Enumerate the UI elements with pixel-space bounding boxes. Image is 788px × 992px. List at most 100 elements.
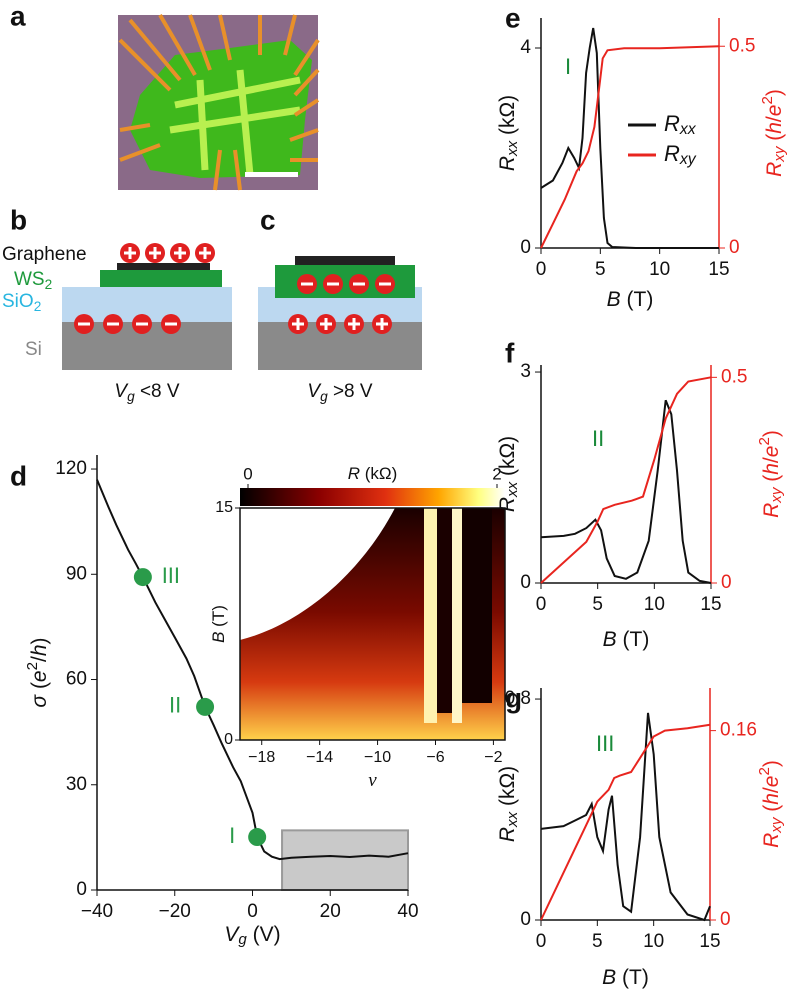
y-tick-label: 0 [520,237,531,258]
label-part: h [760,463,783,475]
x-tick-label: 40 [397,901,418,922]
label-part: e [760,776,783,788]
label-part: ) [760,760,783,767]
micrograph [118,13,320,191]
x-axis-label: Vg (V) [224,923,280,948]
x-tick-label: −6 [426,749,444,766]
marker [133,568,152,587]
y2-tick-label: 0.16 [720,720,757,741]
y-axis-label: Rxx (kΩ) [496,766,521,842]
y-tick-label: 15 [215,499,233,516]
x-tick-label: −40 [81,901,113,922]
y-tick-label: 30 [66,774,87,795]
label-part: h [760,793,783,805]
y-tick-label: 0 [520,909,531,930]
layer-label: Si [25,339,42,360]
data-line [540,399,712,584]
label-part: (T) [616,966,649,989]
x-axis-label: B (T) [607,288,654,311]
heatmap-band [452,508,462,723]
label-part: (T) [617,628,650,651]
annotation: II [592,426,604,451]
y-axis-label: σ (e2/h) [24,637,51,707]
label-part: (T) [621,288,654,311]
panel-label: b [10,204,27,235]
marker [248,828,267,847]
label-part: ν [368,770,377,791]
marker-label: II [169,693,181,718]
data-line [540,27,719,249]
x-tick-label: 10 [643,931,664,952]
y2-axis-label: Rxy (h/e2) [756,430,785,518]
y-tick-label: 0.8 [505,688,531,709]
label-part: V [307,381,322,402]
y-axis-label: Rxx (kΩ) [496,436,521,512]
label-part: / [760,457,783,463]
x-tick-label: 15 [700,594,721,615]
label-part: (T) [209,605,228,631]
x-tick-label: −14 [306,749,333,766]
label-part: e [760,446,783,458]
colorbar-tick-label: 2 [492,464,501,483]
label-part: xy [768,486,785,504]
label-part: <8 V [135,381,180,402]
y-tick-label: 120 [55,458,87,479]
x-tick-label: 0 [536,259,547,280]
x-tick-label: 10 [644,594,665,615]
label-part: 2 [759,96,776,104]
legend-label: Rxx [664,111,697,138]
x-tick-label: 15 [708,259,729,280]
colorbar-tick-label: 0 [243,464,252,483]
label-part: R [664,141,680,166]
colorbar [240,488,505,506]
y2-axis-label: Rxy (h/e2) [759,89,788,177]
layer-label: Graphene [2,244,87,265]
label-part: B [602,966,616,989]
label-part: B [603,628,617,651]
x-axis-label: ν [368,770,377,791]
label-part: g [320,389,328,404]
caption: Vg >8 V [307,381,373,404]
label-part: xx [679,121,697,138]
annotation: I [565,54,571,79]
y2-tick-label: 0 [729,237,740,258]
y-tick-label: 4 [520,37,531,58]
y2-tick-label: 0 [720,909,731,930]
x-axis-label: B (T) [603,628,650,651]
label-part: 2 [756,767,773,775]
label-part: (kΩ) [496,766,519,812]
label-part: V [114,381,129,402]
y-axis-label: B (T) [209,605,228,643]
label-part: R [763,162,786,177]
x-tick-label: −2 [484,749,502,766]
label-part: R [760,503,783,518]
panel-label: e [505,2,521,33]
y2-tick-label: 0.5 [721,366,747,387]
panel-label: c [260,204,276,235]
data-line [540,723,711,921]
data-line [540,712,711,922]
label-part: 2 [34,299,42,314]
x-tick-label: 0 [247,901,258,922]
panel-label: g [505,682,522,713]
label-part: WS [14,269,45,290]
label-part: (kΩ) [496,95,519,141]
label-part: ( [760,805,783,818]
stack-diagram-c [258,256,422,370]
x-tick-label: 5 [595,259,606,280]
data-line [540,45,720,249]
y-tick-label: 0 [76,879,87,900]
label-part: ) [763,89,786,96]
label-part: e [28,670,51,682]
caption: Vg <8 V [114,381,180,404]
label-part: h [28,644,51,656]
label-part: R [664,111,680,136]
label-part: σ [28,694,51,708]
label-part: xy [771,145,788,163]
label-part: xx [504,811,521,828]
heatmap-band [437,508,452,713]
y2-tick-label: 0 [721,572,732,593]
label-part: ) [760,430,783,437]
label-part: >8 V [328,381,373,402]
label-part: g [127,389,135,404]
